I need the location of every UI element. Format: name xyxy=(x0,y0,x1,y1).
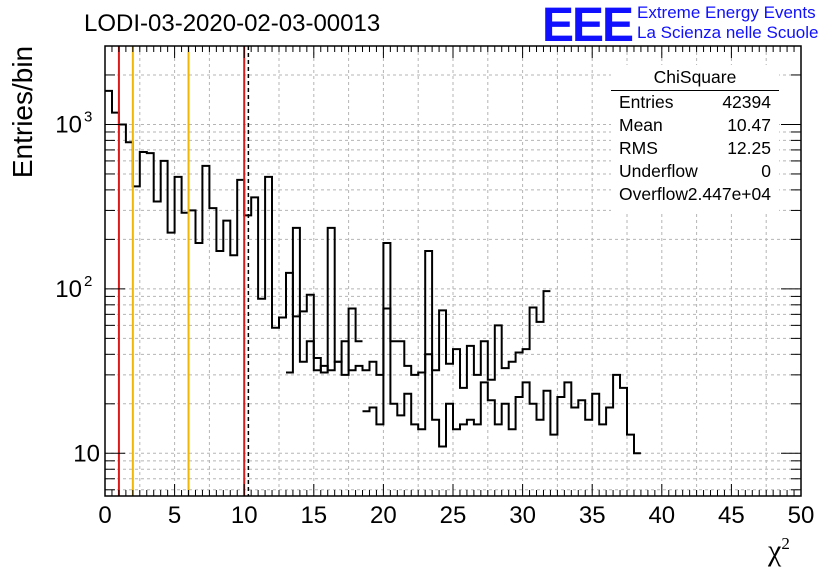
y-tick-label: 10 xyxy=(55,111,82,138)
x-axis-label-base: χ xyxy=(768,534,782,567)
stats-row-entries: Entries 42394 xyxy=(619,92,771,114)
stats-value: 42394 xyxy=(722,92,771,112)
x-tick-label: 0 xyxy=(98,502,111,529)
logo-tagline-1: Extreme Energy Events xyxy=(637,3,816,22)
stats-title: ChiSquare xyxy=(653,67,737,87)
x-axis-label-exponent: 2 xyxy=(781,534,790,553)
x-tick-label: 20 xyxy=(370,502,397,529)
y-axis-label: Entries/bin xyxy=(7,45,38,179)
stats-key: Overflow xyxy=(619,184,689,204)
logo-tagline-2: La Scienza nelle Scuole xyxy=(637,23,819,42)
stats-key: Mean xyxy=(619,115,663,135)
stats-row-underflow: Underflow 0 xyxy=(619,161,771,183)
y-tick-label: 10 xyxy=(55,276,82,303)
y-tick-label-exponent: 3 xyxy=(84,108,92,125)
stats-key: RMS xyxy=(619,138,658,158)
histogram-step-series xyxy=(362,242,641,455)
stats-value: 2.447e+04 xyxy=(687,184,771,204)
threshold-lines xyxy=(117,46,250,496)
eee-logo: EEE xyxy=(542,0,634,52)
x-tick-label: 45 xyxy=(718,502,745,529)
stats-row-rms: RMS 12.25 xyxy=(619,138,771,160)
x-axis-ticks: 0 5 10 15 20 25 30 35 40 45 50 xyxy=(98,46,814,529)
stats-row-overflow: Overflow 2.447e+04 xyxy=(619,184,771,206)
stats-row-mean: Mean 10.47 xyxy=(619,115,771,137)
stats-value: 10.47 xyxy=(727,115,771,135)
x-tick-label: 30 xyxy=(509,502,536,529)
x-tick-label: 15 xyxy=(300,502,327,529)
stats-value: 12.25 xyxy=(727,138,771,158)
histogram-step-series xyxy=(286,226,363,376)
x-tick-label: 40 xyxy=(648,502,675,529)
run-title: LODI-03-2020-02-03-00013 xyxy=(84,10,381,37)
x-tick-label: 10 xyxy=(231,502,258,529)
stats-key: Underflow xyxy=(619,161,698,181)
x-tick-label: 35 xyxy=(579,502,606,529)
x-axis-label: χ2 xyxy=(768,534,790,568)
histogram-steps xyxy=(105,89,641,455)
x-tick-label: 5 xyxy=(168,502,181,529)
y-tick-label: 10 xyxy=(73,440,100,467)
histogram-step-series xyxy=(105,89,551,389)
x-tick-label: 50 xyxy=(788,502,815,529)
stats-box: ChiSquare Entries 42394 Mean 10.47 RMS 1… xyxy=(611,65,779,212)
y-tick-label-exponent: 2 xyxy=(84,273,92,290)
stats-value: 0 xyxy=(761,161,771,181)
x-tick-label: 25 xyxy=(440,502,467,529)
stats-divider xyxy=(611,90,779,91)
stats-key: Entries xyxy=(619,92,674,112)
